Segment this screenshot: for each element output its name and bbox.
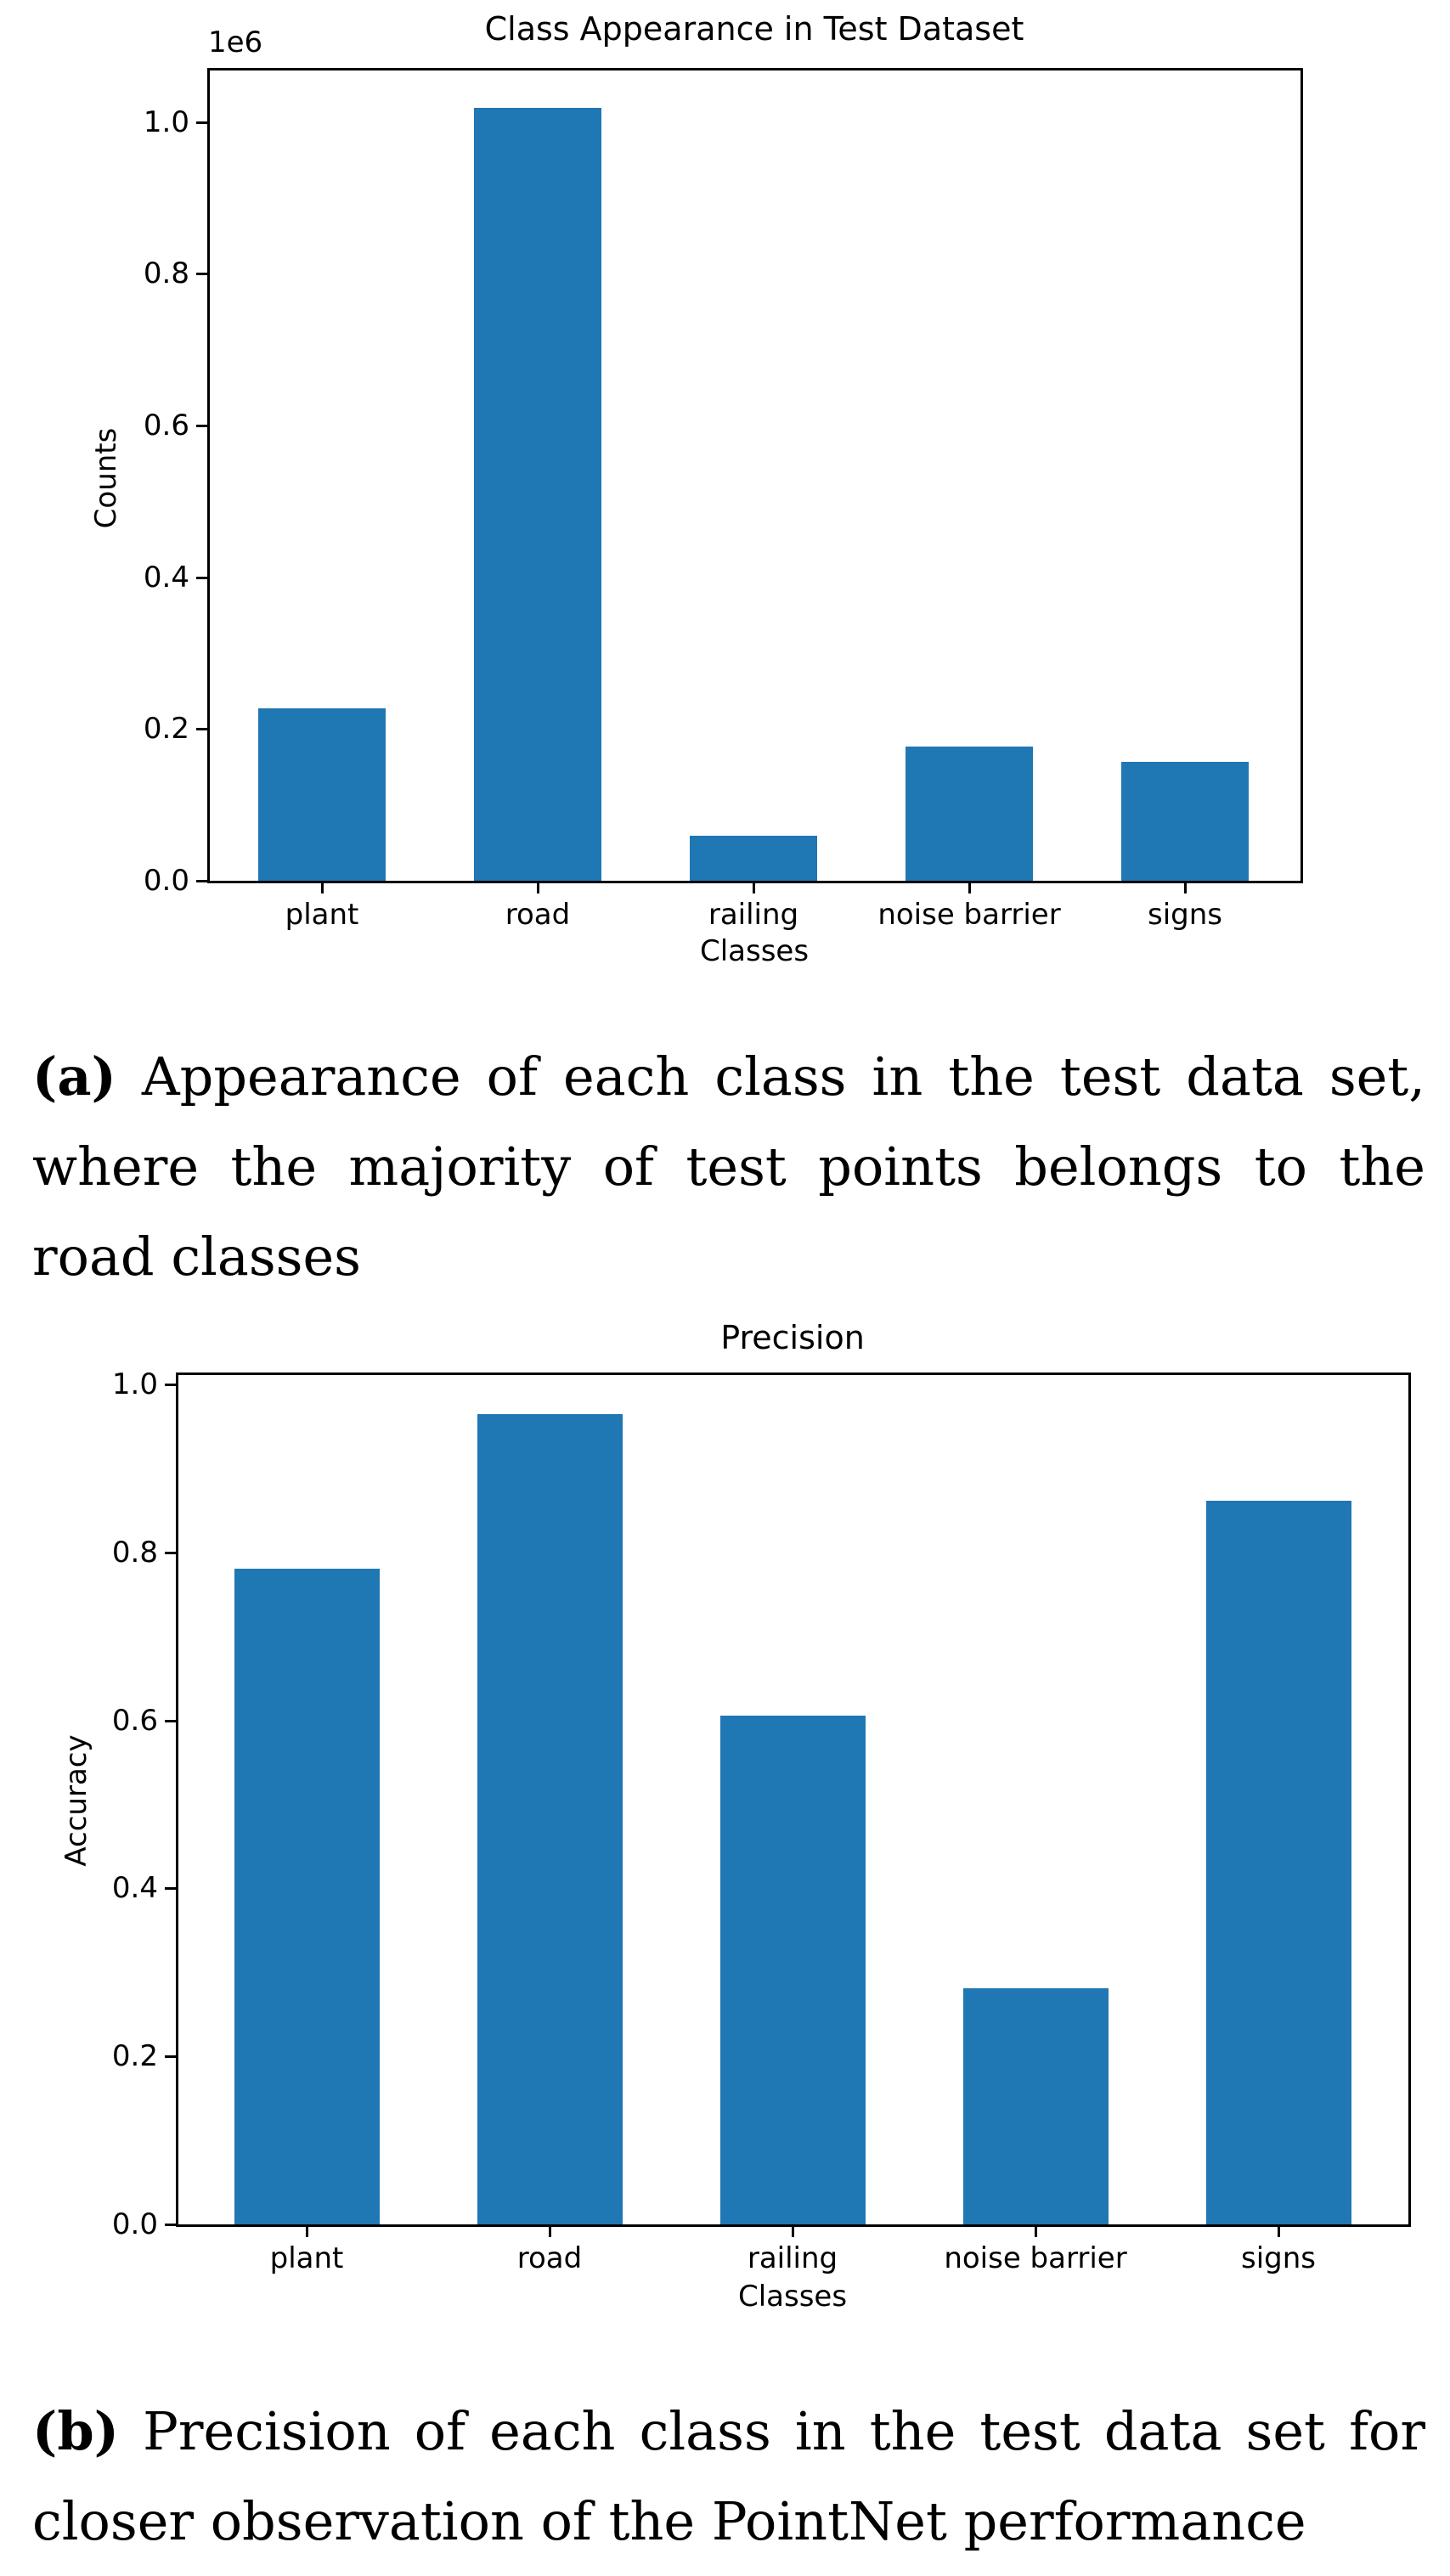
chart-b-xlabel: Classes: [737, 2280, 848, 2314]
chart-b-xtick: [549, 2225, 551, 2237]
chart-b-ytick-label: 0.2: [111, 2039, 158, 2074]
chart-a-bar-plant: [258, 708, 386, 881]
chart-a-xtick-label: railing: [708, 898, 799, 932]
caption-b-tag: (b): [32, 2400, 120, 2462]
chart-a-ylabel: Counts: [89, 427, 123, 529]
chart-b-xtick-label: road: [516, 2241, 583, 2275]
chart-b-ytick: [165, 1887, 177, 1891]
chart-b-bar-signs: [1205, 1501, 1351, 2224]
chart-b-xtick: [792, 2225, 794, 2237]
chart-a-bar-railing: [690, 836, 817, 881]
chart-a-ytick: [196, 880, 208, 882]
chart-b-ytick-label: 0.8: [111, 1535, 158, 1570]
chart-a-xtick-label: plant: [285, 898, 359, 932]
chart-a-ytick: [196, 576, 208, 579]
chart-a-ytick-label: 0.6: [143, 408, 189, 442]
chart-b-ytick-label: 1.0: [111, 1367, 158, 1401]
caption-a-tag: (a): [32, 1046, 116, 1108]
chart-b-title: Precision: [720, 1319, 865, 1356]
caption-a-text: Appearance of each class in the test dat…: [32, 1046, 1425, 1288]
caption-a: (a) Appearance of each class in the test…: [32, 1032, 1425, 1302]
chart-a-ytick: [196, 121, 208, 124]
chart-b-ytick: [165, 1551, 177, 1554]
chart-a-xtick-label: noise barrier: [877, 898, 1061, 932]
chart-b-ytick-label: 0.0: [111, 2207, 158, 2241]
chart-b-bar-road: [477, 1414, 623, 2224]
chart-a-ytick: [196, 728, 208, 731]
chart-a-ytick: [196, 424, 208, 427]
chart-b-bar-plant: [234, 1569, 380, 2224]
chart-b-ytick: [165, 1383, 177, 1386]
chart-b-xtick: [306, 2225, 308, 2237]
chart-a-offset-text: 1e6: [208, 25, 263, 59]
chart-b-ylabel: Accuracy: [59, 1734, 93, 1867]
chart-a-xtick: [753, 882, 755, 893]
chart-a-xtick: [537, 882, 539, 893]
chart-a-bar-road: [474, 107, 601, 881]
chart-b-xtick: [1278, 2225, 1280, 2237]
chart-b-xtick-label: plant: [269, 2241, 344, 2275]
chart-b-xtick-label: noise barrier: [944, 2241, 1127, 2275]
chart-a-xtick-label: signs: [1147, 898, 1223, 932]
chart-a-ytick: [196, 273, 208, 276]
chart-b-bar-railing: [719, 1715, 866, 2224]
chart-a-ytick-label: 0.0: [143, 864, 189, 898]
chart-a-plot-area: [207, 68, 1303, 883]
chart-b-ytick-label: 0.4: [111, 1871, 158, 1906]
caption-b-text: Precision of each class in the test data…: [32, 2400, 1425, 2552]
chart-a-ytick-label: 1.0: [143, 104, 189, 139]
chart-a-bar-signs: [1121, 761, 1249, 881]
chart-b-ytick: [165, 1719, 177, 1722]
chart-a-xtick: [321, 882, 324, 893]
chart-a-xtick: [1184, 882, 1187, 893]
chart-b-bar-noise-barrier: [962, 1988, 1109, 2224]
chart-a-ytick-label: 0.8: [143, 256, 189, 291]
chart-b-xtick-label: signs: [1240, 2241, 1317, 2275]
chart-a-bar-noise-barrier: [906, 746, 1033, 881]
chart-a-xtick-label: road: [505, 898, 571, 932]
chart-b-xtick: [1035, 2225, 1037, 2237]
chart-a-ytick-label: 0.4: [143, 560, 189, 595]
chart-b-ytick: [165, 2224, 177, 2226]
chart-a-xtick: [968, 882, 971, 893]
chart-b-ytick: [165, 2055, 177, 2059]
chart-b-xtick-label: railing: [747, 2241, 838, 2275]
caption-b: (b) Precision of each class in the test …: [32, 2387, 1425, 2567]
chart-b-ytick-label: 0.6: [111, 1703, 158, 1738]
chart-a-xlabel: Classes: [699, 934, 810, 968]
chart-a-title: Class Appearance in Test Dataset: [484, 10, 1024, 48]
chart-a-ytick-label: 0.2: [143, 712, 189, 747]
